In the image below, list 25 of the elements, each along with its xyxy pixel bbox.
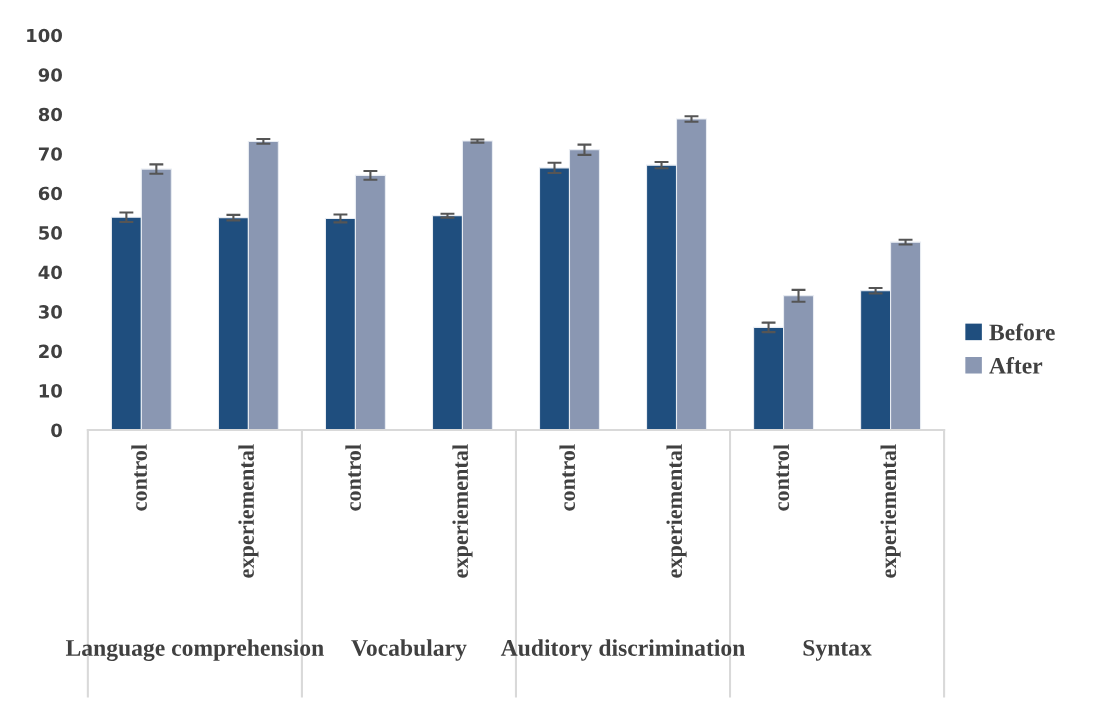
x-tick-label: experiemental: [666, 444, 687, 578]
x-tick-label: experiemental: [880, 444, 901, 578]
text: Syntax: [803, 639, 872, 661]
y-tick-label: 80: [38, 107, 62, 122]
y-tick-label: 40: [38, 265, 62, 280]
y-tick-label: 0: [51, 423, 62, 438]
x-tick-label: control: [345, 444, 361, 511]
y-tick-label: 20: [39, 344, 62, 359]
y-tick-label: 100: [27, 28, 62, 43]
y-tick-label: 50: [39, 226, 62, 240]
text: Auditory discrimination: [500, 639, 745, 661]
y-tick-label: 60: [38, 186, 62, 201]
x-tick-label: experiemental: [452, 444, 473, 578]
x-tick-label: control: [773, 444, 790, 511]
y-tick-label: 70: [38, 147, 62, 161]
y-tick-label: 90: [38, 68, 62, 82]
x-tick-label: control: [131, 444, 147, 511]
legend-label: Before: [989, 323, 1055, 341]
x-tick-label: experiemental: [238, 444, 259, 578]
y-tick-label: 30: [38, 305, 62, 319]
y-tick-label: 10: [39, 384, 62, 398]
text: Language comprehension: [65, 639, 324, 661]
x-tick-label: control: [559, 444, 576, 511]
text: Vocabulary: [351, 639, 467, 661]
legend-label: After: [989, 356, 1043, 374]
